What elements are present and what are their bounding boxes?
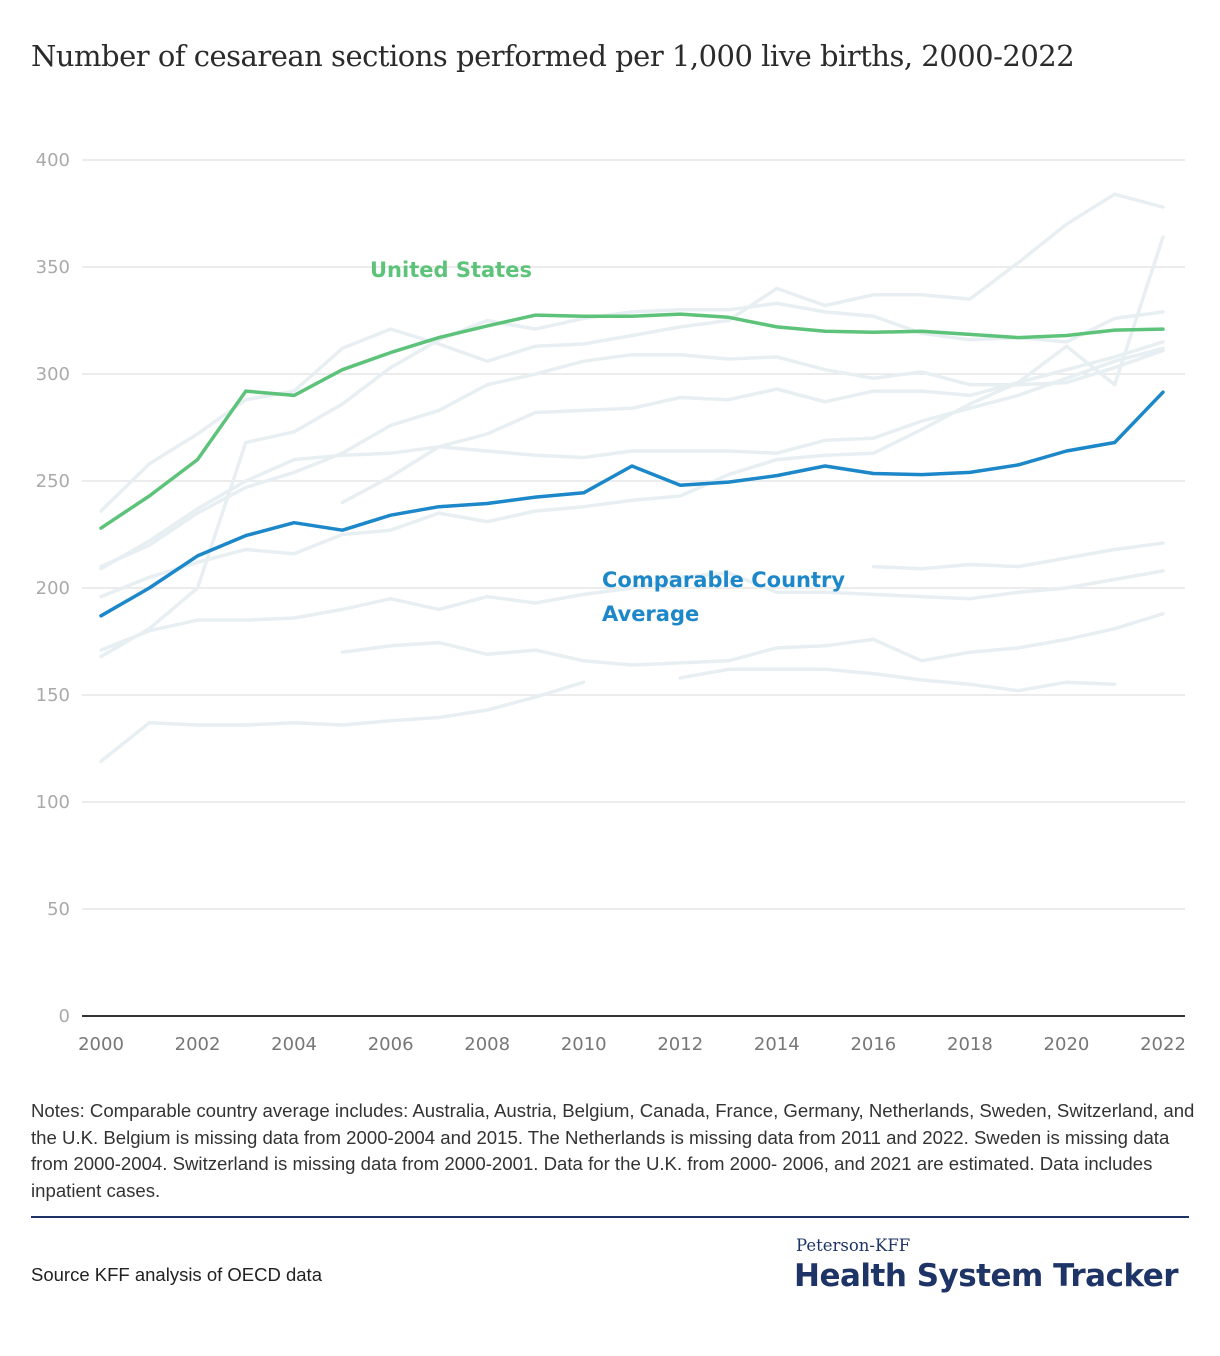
notes: Notes: Comparable country average includ… [31,1100,1195,1201]
comparison-country-line [340,611,1165,667]
comparison-country-line [99,346,1165,571]
comparable-average-line [99,390,1165,618]
y-tick-label: 400 [36,150,70,171]
x-tick-label: 2020 [1044,1034,1090,1055]
y-tick-label: 250 [36,471,70,492]
x-tick-label: 2018 [947,1034,993,1055]
y-axis-ticks: 0 50 100 150 200 250 300 350 400 [36,150,70,1027]
comparable-average-label: Average [602,602,699,626]
x-tick-label: 2002 [175,1034,221,1055]
x-tick-label: 2016 [850,1034,896,1055]
highlight-lines [99,312,1165,618]
x-axis-ticks: 2000 2002 2004 2006 2008 2010 2012 2014 2016 2018… [78,1034,1186,1055]
comparison-country-line [99,348,1165,569]
brand-subtitle: Peterson-KFF [796,1236,911,1255]
x-tick-label: 2010 [561,1034,607,1055]
x-tick-label: 2006 [368,1034,414,1055]
y-tick-label: 150 [36,685,70,706]
y-tick-label: 200 [36,578,70,599]
x-tick-label: 2000 [78,1034,124,1055]
us-line [99,312,1165,530]
divider [31,1216,1189,1218]
comparison-country-line [99,301,1165,659]
comparison-country-line [99,569,1165,652]
x-tick-label: 2022 [1140,1034,1186,1055]
brand-logo: Health System Tracker [794,1258,1179,1294]
y-tick-label: 50 [47,899,70,920]
comparison-country-line [99,192,1165,513]
y-tick-label: 350 [36,257,70,278]
comparable-average-label: Comparable Country [602,568,845,592]
y-tick-label: 0 [59,1006,70,1027]
x-tick-label: 2004 [271,1034,317,1055]
y-tick-label: 100 [36,792,70,813]
comparison-country-line [871,541,1165,571]
source-text: Source KFF analysis of OECD data [31,1264,322,1285]
x-tick-label: 2008 [464,1034,510,1055]
comparison-country-lines [99,192,1165,764]
comparison-country-line [340,235,1165,505]
y-tick-label: 300 [36,364,70,385]
us-label: United States [370,258,532,282]
comparison-country-line [99,680,586,764]
comparison-country-line [99,340,1165,599]
x-tick-label: 2012 [657,1034,703,1055]
series-labels: United States Comparable Country Average [370,258,845,626]
comparison-country-line [678,667,1117,693]
x-tick-label: 2014 [754,1034,800,1055]
chart-title: Number of cesarean sections performed pe… [31,39,1075,73]
